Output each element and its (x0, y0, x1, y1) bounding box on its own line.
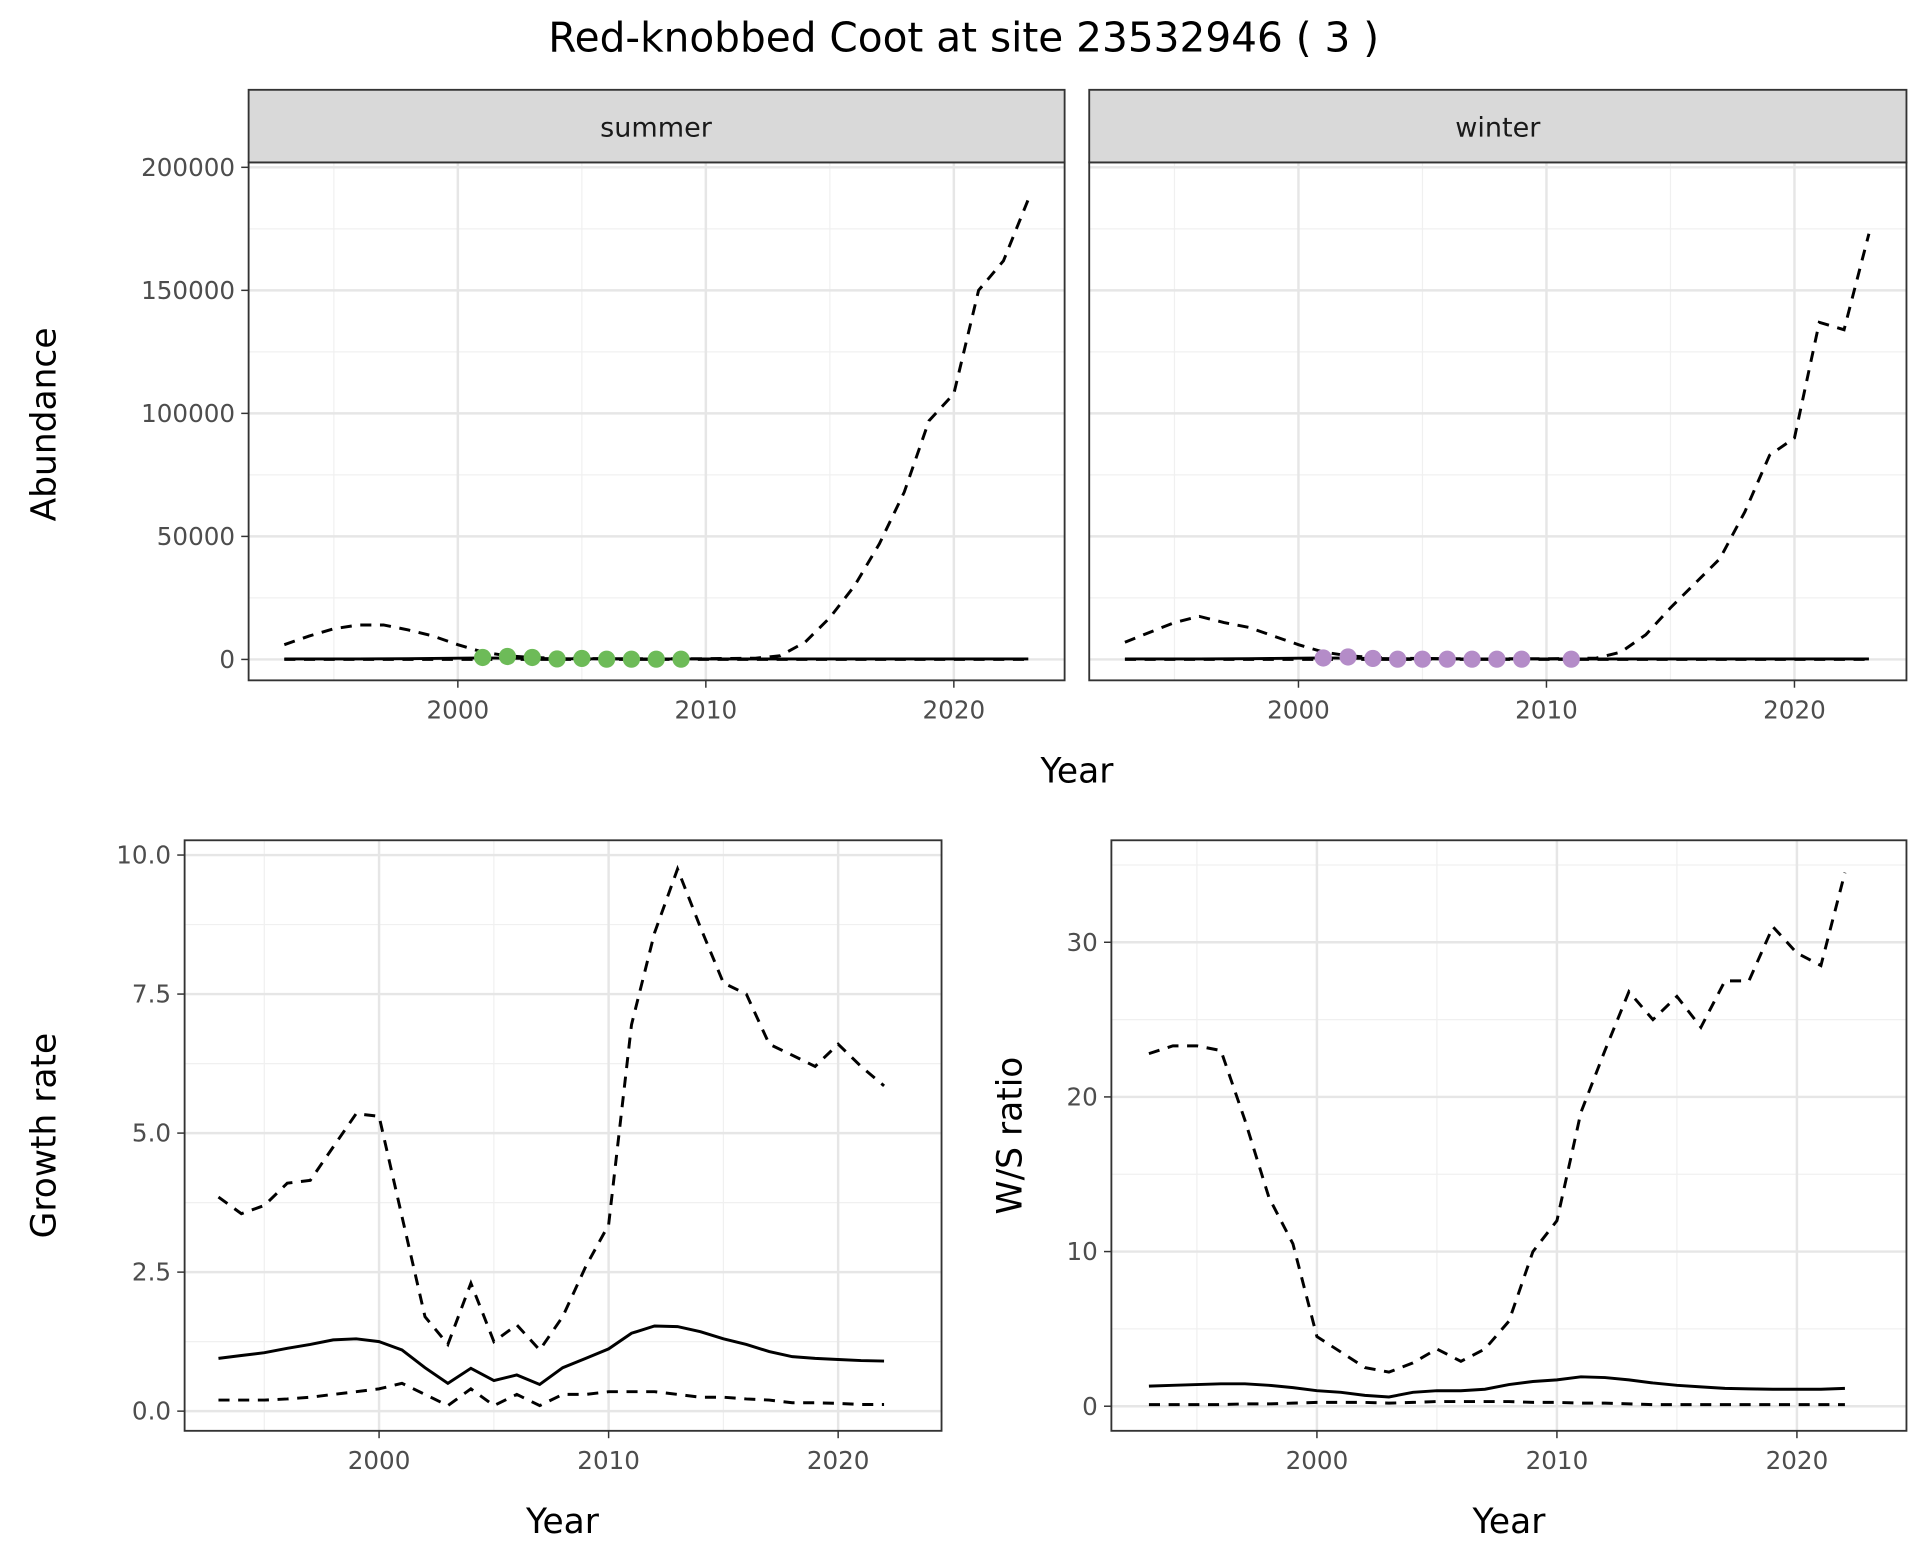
x-tick-label: 2000 (1286, 1446, 1349, 1475)
series-line-solid (218, 1324, 885, 1387)
ratio-x-axis-title: Year (1471, 1502, 1546, 1542)
data-point (1463, 650, 1481, 668)
y-tick-label: 10 (1067, 1237, 1098, 1266)
y-tick-label: 150000 (141, 276, 235, 305)
series-line-dashed-lower (1148, 1400, 1845, 1407)
facet-label-summer: summer (600, 113, 713, 144)
growth-y-axis-title: Growth rate (24, 1033, 64, 1239)
data-point (647, 650, 665, 668)
y-tick-label: 0.0 (132, 1397, 171, 1426)
plot-background (184, 840, 942, 1431)
data-point (474, 648, 492, 667)
panel-growth: 2000 2010 2020 0.0 2.5 5.0 7.5 10.0 (116, 839, 943, 1475)
x-tick-label: 2000 (427, 695, 490, 724)
series-line-dashed-lower (218, 1381, 885, 1408)
y-tick-label: 7.5 (132, 980, 171, 1009)
strip-winter (1088, 88, 1908, 164)
data-point (1314, 649, 1332, 667)
y-tick-label: 10.0 (116, 841, 171, 870)
panel-winter: 2000 2010 2020 (1088, 161, 1908, 724)
plot-background (1089, 162, 1907, 681)
data-point (573, 649, 591, 668)
chart-title: Red-knobbed Coot at site 23532946 ( 3 ) (548, 14, 1379, 62)
y-tick-label: 0 (219, 645, 235, 674)
data-point (622, 650, 641, 668)
panel-border (1110, 839, 1908, 1432)
series-line-dashed (217, 864, 886, 1353)
x-tick-label: 2010 (1515, 695, 1578, 724)
data-point (548, 650, 566, 668)
data-point (523, 648, 541, 667)
x-tick-label: 2010 (675, 695, 738, 724)
facet-label-winter: winter (1455, 113, 1541, 144)
plot-background (248, 162, 1065, 681)
data-point (1488, 650, 1506, 668)
top-x-axis-title: Year (1039, 751, 1114, 791)
x-tick-label: 2000 (1267, 695, 1330, 724)
data-point (1413, 650, 1432, 668)
y-tick-label: 50000 (157, 522, 235, 551)
data-point (1339, 648, 1357, 666)
strip-summer (247, 88, 1066, 164)
x-tick-label: 2010 (577, 1446, 640, 1475)
panel-ratio: 2000 2010 2020 0 10 20 30 (1067, 839, 1908, 1475)
data-point (1389, 650, 1407, 668)
ratio-y-axis-title: W/S ratio (991, 1057, 1031, 1215)
y-tick-label: 200000 (141, 153, 235, 182)
data-point (1438, 650, 1456, 668)
y-tick-label: 30 (1067, 928, 1098, 957)
y-tick-label: 5.0 (132, 1119, 171, 1148)
y-tick-label: 0 (1082, 1392, 1098, 1421)
x-tick-label: 2020 (923, 695, 986, 724)
x-tick-label: 2010 (1526, 1446, 1589, 1475)
data-point (598, 650, 616, 668)
data-point (672, 650, 690, 668)
x-tick-label: 2020 (807, 1446, 870, 1475)
data-point (1364, 649, 1382, 668)
y-tick-label: 2.5 (132, 1258, 171, 1287)
data-point (1562, 650, 1580, 668)
growth-x-axis-title: Year (525, 1502, 600, 1542)
data-point (1513, 650, 1531, 668)
panel-summer: 2000 2010 2020 0 50000 100000 150000 200000 (141, 153, 1066, 724)
y-tick-label: 100000 (141, 399, 235, 428)
x-tick-label: 2020 (1766, 1446, 1829, 1475)
x-tick-label: 2020 (1763, 695, 1826, 724)
top-y-axis-title: Abundance (24, 327, 64, 521)
y-tick-label: 20 (1067, 1083, 1098, 1112)
data-point (498, 647, 517, 666)
plot-background (1111, 840, 1907, 1431)
series-line-solid (1148, 1375, 1845, 1399)
x-tick-label: 2000 (348, 1446, 411, 1475)
panel-border (183, 839, 943, 1432)
